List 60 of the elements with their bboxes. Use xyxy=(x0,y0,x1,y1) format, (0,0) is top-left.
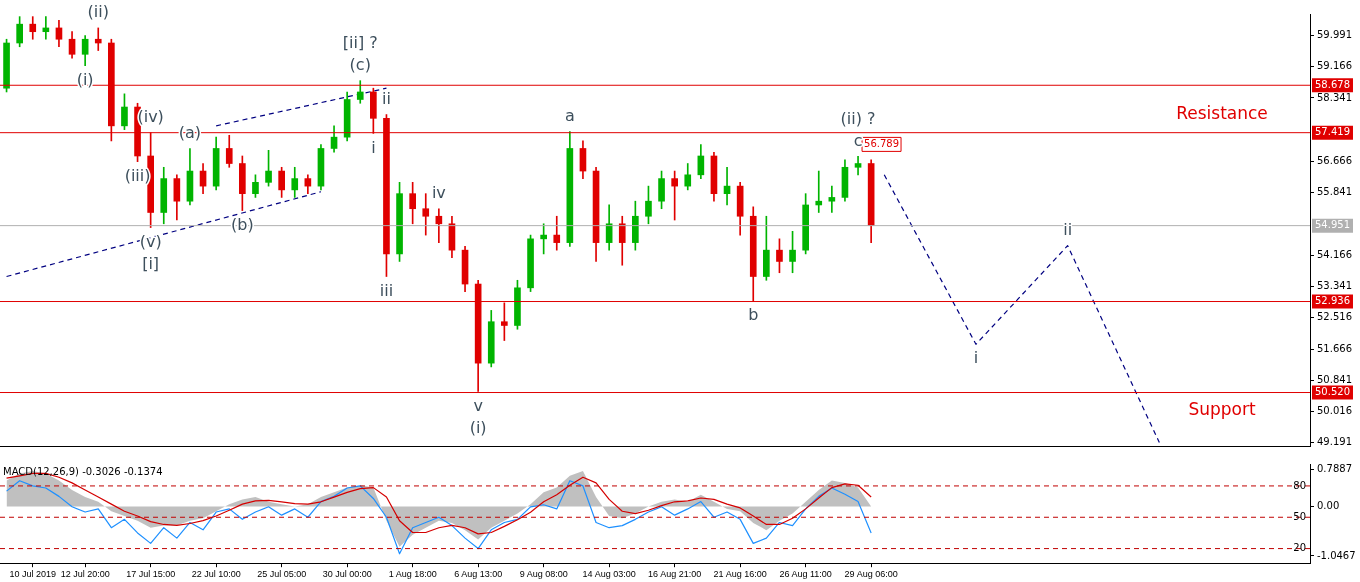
text: 56.789 xyxy=(864,138,900,149)
annotation: i xyxy=(973,348,979,368)
annotation: iii xyxy=(379,280,394,300)
y-tick-label: 52.516 xyxy=(1317,310,1352,322)
y-tick-label: 56.666 xyxy=(1317,154,1352,166)
annotation: (v) xyxy=(139,231,162,251)
x-tick-label: 10 Jul 2019 xyxy=(9,569,57,580)
x-tick-label: 26 Aug 11:00 xyxy=(779,569,832,580)
annotation: ii xyxy=(382,88,391,108)
ref-line-label: 50.520 xyxy=(1315,386,1350,398)
y2-tick-label: 80 xyxy=(1293,479,1306,491)
annotation: (ii) xyxy=(87,2,109,22)
ref-line-label: 54.951 xyxy=(1315,219,1350,231)
y-tick-label: 0.7887 xyxy=(1317,462,1352,474)
x-tick-label: 9 Aug 08:00 xyxy=(519,569,568,580)
annotation: iv xyxy=(431,182,446,202)
x-tick-label: 12 Jul 20:00 xyxy=(60,569,110,580)
annotation: (b) xyxy=(231,214,254,234)
y-tick-label: 0.00 xyxy=(1317,500,1340,512)
annotation: c xyxy=(853,130,863,150)
annotation: a xyxy=(564,105,575,125)
y-tick-label: 53.341 xyxy=(1317,279,1352,291)
x-tick-label: 21 Aug 16:00 xyxy=(713,569,767,580)
y-tick-label: 50.016 xyxy=(1317,405,1352,417)
x-tick-label: 25 Jul 05:00 xyxy=(257,569,307,580)
annotation: b xyxy=(748,305,759,325)
y-tick-label: 51.666 xyxy=(1317,342,1352,354)
annotation: (c) xyxy=(349,54,371,74)
ref-line-label: 57.419 xyxy=(1315,126,1350,138)
y-tick-label: 50.841 xyxy=(1317,374,1352,386)
annotation: (i) xyxy=(469,417,487,437)
x-tick-label: 29 Aug 06:00 xyxy=(844,569,898,580)
x-tick-label: 30 Jul 00:00 xyxy=(322,569,372,580)
line-series xyxy=(883,174,1160,444)
annotation: Support xyxy=(1188,398,1256,419)
ref-line-label: 52.936 xyxy=(1315,295,1350,307)
annotation: (ii) ? xyxy=(840,108,876,128)
y2-tick-label: 20 xyxy=(1293,542,1306,554)
x-tick-label: 17 Jul 15:00 xyxy=(126,569,176,580)
annotation: v xyxy=(473,395,483,415)
y2-tick-label: 50 xyxy=(1293,510,1306,522)
annotation: (i) xyxy=(76,69,94,89)
annotation: [ii] ? xyxy=(342,32,378,52)
x-tick-label: 6 Aug 13:00 xyxy=(454,569,503,580)
y-tick-label: 59.166 xyxy=(1317,60,1352,72)
y-tick-label: 55.841 xyxy=(1317,185,1352,197)
y-tick-label: 54.166 xyxy=(1317,248,1352,260)
x-tick-label: 14 Aug 03:00 xyxy=(582,569,636,580)
y-tick-label: 58.341 xyxy=(1317,91,1352,103)
annotation: [i] xyxy=(142,253,160,273)
annotation: i xyxy=(371,137,376,157)
ref-line-label: 58.678 xyxy=(1315,78,1350,90)
y-tick-label: 49.191 xyxy=(1317,436,1352,448)
x-tick-label: 16 Aug 21:00 xyxy=(648,569,702,580)
x-tick-label: 22 Jul 10:00 xyxy=(191,569,241,580)
y-tick-label: -1.0467 xyxy=(1317,549,1356,561)
annotation: ii xyxy=(1063,219,1073,239)
y-tick-label: 59.991 xyxy=(1317,29,1352,41)
annotation: Resistance xyxy=(1176,103,1268,124)
x-tick-label: 1 Aug 18:00 xyxy=(388,569,437,580)
